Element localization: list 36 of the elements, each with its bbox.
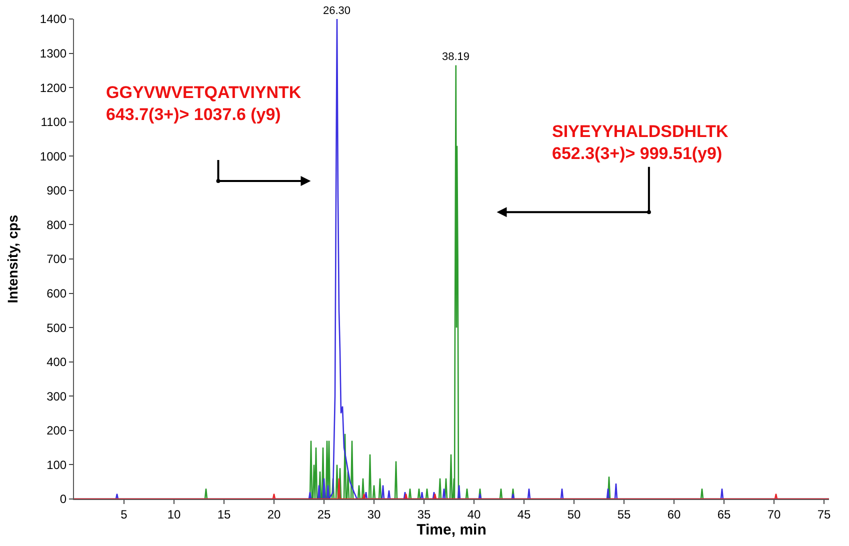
x-axis-title: Time, min (416, 521, 486, 538)
annotation: 38.19 (442, 51, 470, 63)
x-tick-label: 10 (167, 507, 181, 522)
y-tick-label: 1000 (40, 149, 67, 164)
y-tick-label: 1400 (40, 12, 67, 26)
y-tick-label: 200 (46, 424, 67, 438)
x-tick-label: 40 (467, 507, 481, 522)
y-tick-label: 400 (46, 355, 67, 370)
y-tick-label: 1300 (40, 46, 67, 60)
y-tick-label: 700 (46, 252, 67, 266)
x-tick-label: 20 (267, 507, 281, 522)
x-tick-label: 70 (767, 507, 781, 522)
y-tick-label: 0 (60, 492, 67, 506)
annotation: SIYEYYHALDSDHLTK 652.3(3+)> 999.51(y9) (552, 122, 730, 164)
y-tick-label: 1200 (40, 80, 67, 95)
x-tick-label: 30 (367, 507, 381, 522)
y-tick-label: 800 (46, 218, 67, 232)
x-tick-label: 60 (667, 507, 681, 522)
y-axis-title: Intensity, cps (4, 214, 20, 304)
x-tick-label: 5 (120, 507, 128, 522)
x-tick-label: 15 (217, 507, 231, 522)
x-tick-label: 35 (417, 507, 431, 522)
x-tick-label: 55 (617, 507, 631, 522)
x-tick-label: 45 (517, 507, 531, 522)
x-tick-label: 65 (717, 507, 731, 522)
x-tick-label: 50 (567, 507, 581, 522)
y-tick-label: 500 (46, 320, 67, 335)
x-tick-label: 25 (317, 507, 331, 522)
annotation: GGYVWVETQATVIYNTK 643.7(3+)> 1037.6 (y9) (106, 83, 302, 124)
annotation: 26.30 (323, 5, 351, 17)
y-tick-label: 300 (46, 389, 67, 404)
y-tick-label: 900 (46, 184, 67, 198)
y-tick-label: 600 (46, 286, 67, 300)
y-tick-label: 100 (46, 458, 67, 472)
x-tick-label: 75 (817, 507, 831, 522)
y-tick-label: 1100 (40, 115, 67, 130)
